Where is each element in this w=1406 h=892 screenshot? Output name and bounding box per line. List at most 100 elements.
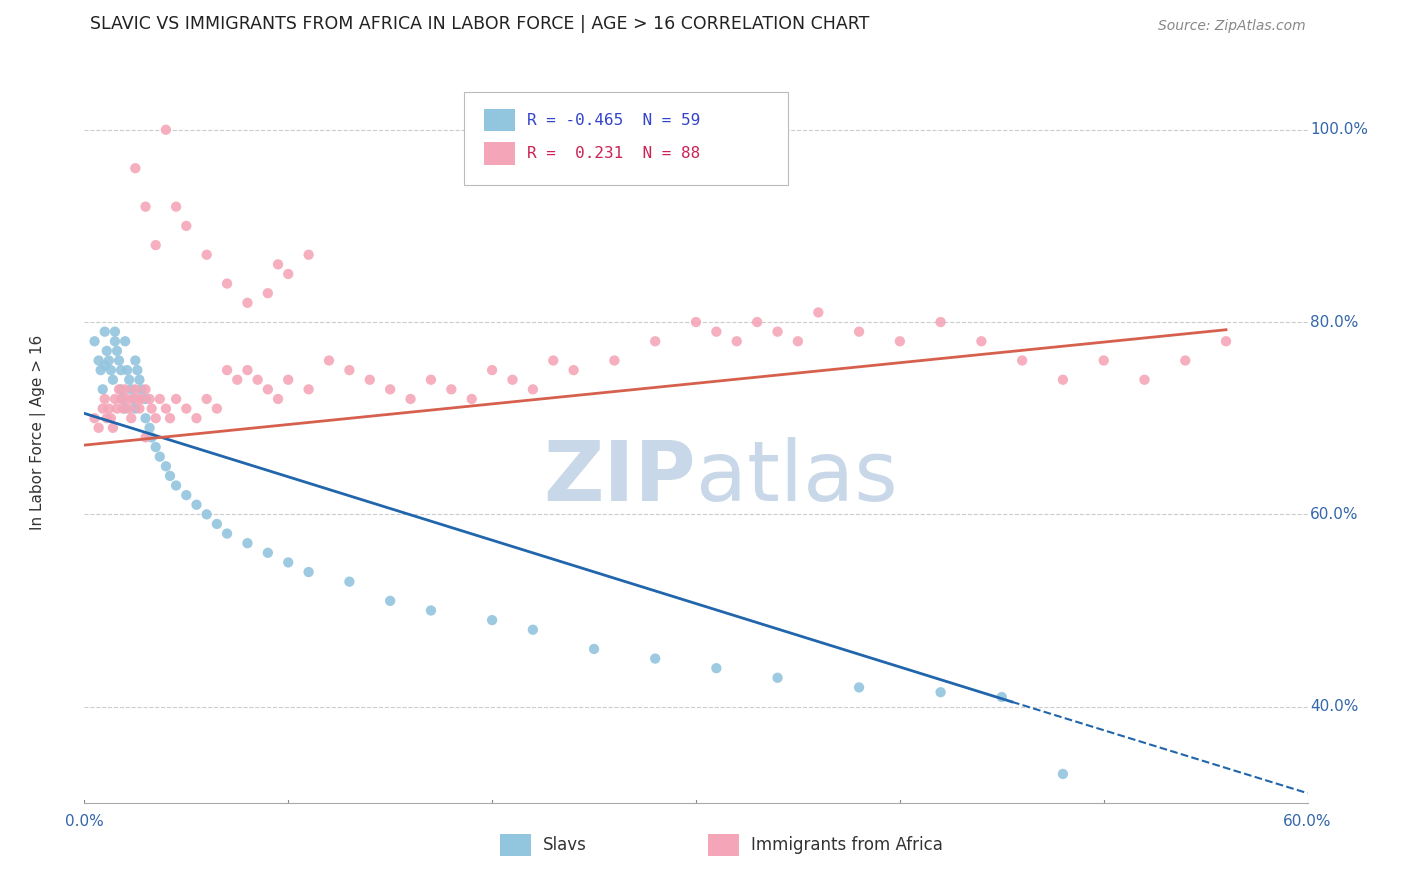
Point <box>706 325 728 339</box>
Point <box>1092 353 1115 368</box>
Point <box>118 401 141 416</box>
Point <box>257 546 280 560</box>
Point <box>787 334 810 349</box>
Text: atlas: atlas <box>696 436 897 517</box>
Point <box>1215 334 1237 349</box>
Point <box>195 508 218 522</box>
Point <box>522 382 544 396</box>
Point <box>91 401 114 416</box>
Point <box>991 690 1014 704</box>
Point <box>138 392 160 406</box>
Point <box>970 334 993 349</box>
Text: Source: ZipAtlas.com: Source: ZipAtlas.com <box>1157 19 1305 33</box>
Point <box>1133 373 1156 387</box>
Point <box>159 411 181 425</box>
Point <box>440 382 463 396</box>
Point <box>165 392 187 406</box>
Text: SLAVIC VS IMMIGRANTS FROM AFRICA IN LABOR FORCE | AGE > 16 CORRELATION CHART: SLAVIC VS IMMIGRANTS FROM AFRICA IN LABO… <box>90 15 870 33</box>
Point <box>236 295 259 310</box>
Point <box>481 363 503 377</box>
Point <box>93 359 115 373</box>
Point <box>155 459 177 474</box>
Point <box>122 392 145 406</box>
Point <box>145 440 167 454</box>
Point <box>104 334 127 349</box>
Point <box>644 334 666 349</box>
Point <box>105 343 128 358</box>
Point <box>205 516 228 531</box>
Point <box>96 411 118 425</box>
Point <box>97 401 120 416</box>
Point <box>141 430 163 444</box>
Point <box>195 392 218 406</box>
Point <box>120 382 142 396</box>
Text: 40.0%: 40.0% <box>1310 699 1358 714</box>
Text: R = -0.465  N = 59: R = -0.465 N = 59 <box>527 112 700 128</box>
Point <box>339 574 361 589</box>
Point <box>522 623 544 637</box>
Point <box>124 382 146 396</box>
Point <box>603 353 626 368</box>
Point <box>277 373 299 387</box>
Point <box>461 392 484 406</box>
Point <box>165 478 187 492</box>
Point <box>110 392 132 406</box>
Point <box>104 392 127 406</box>
Text: 100.0%: 100.0% <box>1310 122 1368 137</box>
Point <box>186 498 208 512</box>
Point <box>138 421 160 435</box>
Point <box>108 382 131 396</box>
Point <box>105 401 128 416</box>
Point <box>97 353 120 368</box>
Point <box>217 277 239 291</box>
Point <box>90 363 112 377</box>
Point <box>93 392 115 406</box>
Point <box>114 334 136 349</box>
Point <box>766 671 789 685</box>
Point <box>118 373 141 387</box>
Point <box>257 286 280 301</box>
Point <box>96 343 118 358</box>
FancyBboxPatch shape <box>484 143 515 165</box>
FancyBboxPatch shape <box>484 109 515 131</box>
Point <box>159 469 181 483</box>
Point <box>889 334 911 349</box>
Point <box>380 594 402 608</box>
Point <box>135 411 157 425</box>
Point <box>257 382 280 396</box>
Point <box>174 401 197 416</box>
Point <box>127 363 149 377</box>
Point <box>112 401 135 416</box>
Point <box>124 161 146 176</box>
Point <box>155 122 177 136</box>
Point <box>277 556 299 570</box>
FancyBboxPatch shape <box>464 92 787 185</box>
Point <box>174 488 197 502</box>
Point <box>112 392 135 406</box>
Point <box>766 325 789 339</box>
Point <box>644 651 666 665</box>
Text: Slavs: Slavs <box>543 836 586 854</box>
Point <box>706 661 728 675</box>
Text: 60.0%: 60.0% <box>1284 814 1331 830</box>
Point <box>1174 353 1197 368</box>
Point <box>145 238 167 252</box>
Point <box>101 421 124 435</box>
Point <box>929 685 952 699</box>
Point <box>100 411 122 425</box>
Text: In Labor Force | Age > 16: In Labor Force | Age > 16 <box>30 335 46 530</box>
Point <box>725 334 748 349</box>
Point <box>481 613 503 627</box>
Point <box>101 373 124 387</box>
Point <box>165 200 187 214</box>
Point <box>267 392 290 406</box>
Point <box>135 392 157 406</box>
Point <box>747 315 769 329</box>
Point <box>217 363 239 377</box>
Text: 0.0%: 0.0% <box>65 814 104 830</box>
Point <box>135 382 157 396</box>
Point <box>131 382 153 396</box>
Point <box>1011 353 1033 368</box>
Point <box>135 200 157 214</box>
Point <box>100 363 122 377</box>
